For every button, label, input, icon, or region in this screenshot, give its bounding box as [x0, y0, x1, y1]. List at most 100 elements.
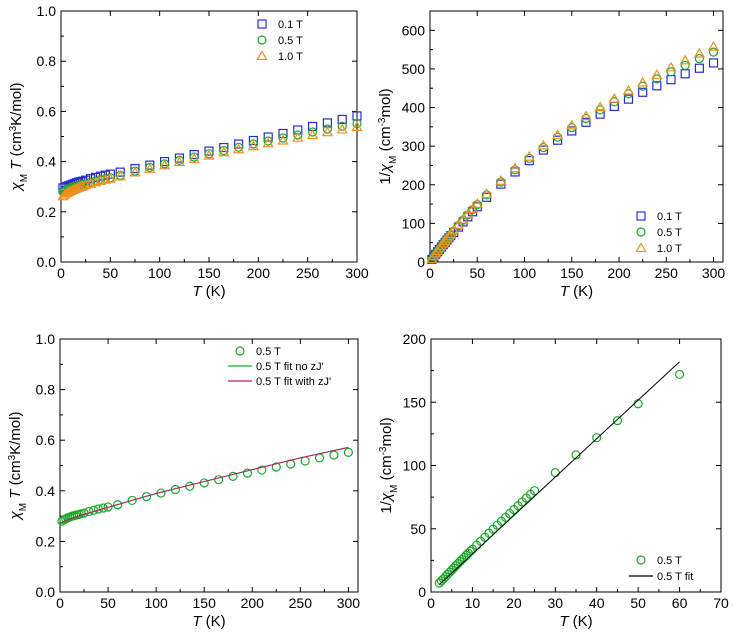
data-point	[552, 135, 563, 145]
data-point	[228, 471, 238, 481]
fit-line	[59, 447, 349, 524]
y-tick-label: 1.0	[37, 3, 57, 19]
y-tick-label: 300	[402, 138, 426, 154]
data-point	[314, 453, 325, 463]
data-point	[247, 140, 260, 151]
x-tick-label: 250	[289, 595, 313, 611]
data-point	[679, 54, 691, 65]
x-tick-label: 200	[607, 265, 631, 281]
data-point	[457, 213, 469, 224]
series-1-0-t	[426, 40, 720, 264]
y-tick-label: 150	[403, 394, 427, 410]
data-point	[466, 203, 479, 214]
x-axis-label: T (K)	[192, 613, 225, 630]
data-point	[271, 462, 281, 472]
data-point	[144, 163, 156, 173]
legend-marker	[257, 19, 267, 29]
data-point	[130, 164, 140, 174]
x-tick-label: 0	[56, 595, 64, 611]
x-axis-label: T (K)	[559, 613, 592, 630]
data-point	[594, 101, 606, 112]
x-tick-label: 150	[193, 595, 217, 611]
x-axis-label: T (K)	[192, 283, 225, 300]
series-1-0-t	[57, 121, 363, 201]
data-point	[188, 153, 200, 163]
y-tick-label: 0.0	[36, 584, 56, 600]
legend-marker	[635, 242, 647, 253]
data-point	[73, 181, 85, 192]
data-point	[453, 220, 463, 231]
data-point	[127, 495, 137, 506]
data-point	[538, 145, 549, 155]
legend-label: 0.5 T fit	[657, 571, 693, 583]
data-point	[77, 180, 89, 191]
data-point	[694, 53, 704, 64]
legend-label: 0.1 T	[278, 19, 303, 31]
data-point	[612, 415, 623, 426]
y-tick-label: 0.0	[37, 254, 57, 270]
data-point	[622, 84, 635, 95]
data-point	[248, 135, 258, 146]
fit-line	[438, 361, 680, 586]
legend-label: 0.5 T	[278, 35, 303, 47]
data-point	[242, 468, 253, 478]
y-tick-label: 0.6	[36, 432, 56, 448]
data-point	[580, 110, 592, 121]
data-point	[566, 119, 578, 130]
data-point	[481, 188, 493, 199]
data-point	[173, 156, 186, 167]
legend-label: 0.5 T	[657, 555, 682, 567]
data-point	[337, 121, 347, 131]
plot-frame	[429, 10, 724, 263]
x-tick-label: 40	[589, 595, 605, 611]
y-tick-label: 1.0	[36, 331, 56, 347]
x-tick-label: 100	[513, 265, 537, 281]
y-axis-label: χM T (cm3K/mol)	[8, 83, 30, 193]
data-point	[343, 447, 353, 457]
data-point	[218, 146, 230, 157]
data-point	[693, 47, 706, 58]
y-tick-label: 0.2	[36, 533, 56, 549]
data-point	[189, 149, 199, 160]
legend-label: 0.5 T	[657, 227, 682, 239]
data-point	[322, 124, 332, 134]
data-point	[666, 75, 676, 85]
x-tick-label: 50	[469, 265, 485, 281]
x-tick-label: 300	[702, 265, 726, 281]
legend-label: 0.5 T fit no zJ'	[256, 361, 324, 373]
data-point	[103, 502, 113, 512]
data-point	[262, 137, 274, 148]
data-point	[463, 210, 473, 220]
data-point	[352, 118, 362, 129]
chart-panel-top-right: 0 50 100 150 200 250 300 0 100 200 300 400 500 600 T (…	[377, 10, 726, 300]
data-point	[321, 126, 334, 137]
legend-marker	[256, 50, 268, 61]
x-tick-label: 200	[247, 265, 271, 281]
legend-marker	[636, 555, 646, 565]
y-axis-label: χM T (cm3K/mol)	[7, 412, 29, 522]
legend: 0.1 T 0.5 T 1.0 T	[256, 19, 303, 63]
x-tick-label: 0	[57, 265, 65, 281]
data-point	[232, 143, 245, 154]
legend: 0.5 T 0.5 T fit	[629, 555, 693, 583]
x-tick-label: 150	[197, 265, 221, 281]
data-point	[551, 129, 564, 140]
x-tick-label: 70	[713, 595, 729, 611]
data-point	[278, 133, 288, 143]
y-axis-label: 1/χM (cm-3mol)	[378, 417, 400, 513]
x-tick-label: 50	[103, 265, 119, 281]
data-point	[277, 134, 289, 145]
y-tick-label: 100	[402, 215, 426, 231]
x-tick-label: 100	[144, 595, 168, 611]
data-point	[203, 149, 215, 160]
legend-label: 0.5 T fit with zJ'	[256, 376, 331, 388]
x-tick-label: 50	[100, 595, 116, 611]
x-tick-label: 300	[345, 265, 369, 281]
x-axis-label: T (K)	[560, 283, 593, 300]
data-point	[680, 60, 690, 70]
data-point	[234, 139, 244, 149]
y-tick-label: 50	[410, 521, 426, 537]
x-tick-label: 60	[672, 595, 688, 611]
data-point	[336, 123, 348, 134]
data-point	[129, 166, 141, 177]
